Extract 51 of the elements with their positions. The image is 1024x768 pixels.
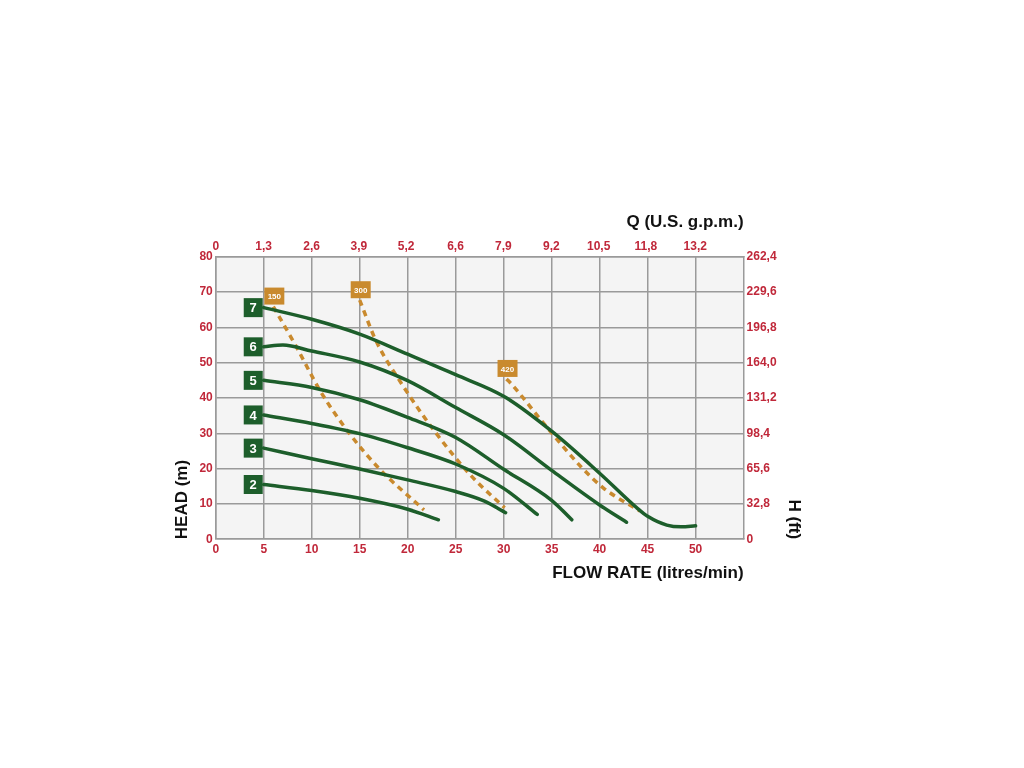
x-tick-label: 10	[305, 541, 319, 556]
x-tick-label: 40	[592, 541, 607, 556]
y-tick-label: 20	[199, 460, 214, 475]
x2-tick-label: 10,5	[586, 238, 611, 253]
x2-axis-title: Q (U.S. g.p.m.)	[626, 211, 744, 231]
series-label: 420	[500, 364, 515, 374]
x-tick-label: 30	[496, 541, 511, 556]
series-label: 3	[249, 440, 257, 456]
y2-tick-label: 196,8	[746, 319, 777, 334]
x-tick-label: 20	[401, 541, 415, 556]
x2-tick-label: 11,8	[634, 238, 658, 253]
x2-tick-label: 6,6	[447, 238, 465, 253]
x-tick-label: 50	[688, 541, 703, 556]
x2-tick-label: 9,2	[543, 238, 561, 253]
x-tick-label: 5	[260, 541, 268, 556]
y2-tick-label: 131,2	[746, 390, 777, 405]
series-label: 2	[249, 477, 257, 493]
y-tick-label: 0	[206, 531, 214, 546]
series-label: 4	[249, 407, 258, 423]
y-axis-title: HEAD (m)	[171, 459, 191, 540]
y-tick-label: 40	[199, 390, 214, 405]
y2-tick-label: 164,0	[746, 355, 777, 370]
series-label: 300	[354, 285, 368, 295]
y2-tick-label: 262,4	[746, 249, 777, 264]
x2-tick-label: 7,9	[495, 238, 513, 253]
x2-tick-label: 1,3	[255, 238, 273, 253]
y-tick-label: 30	[199, 425, 214, 440]
y2-axis-title: H (ft)	[785, 499, 805, 540]
y-tick-label: 50	[199, 355, 214, 370]
x2-tick-label: 5,2	[397, 238, 415, 253]
x-axis-title: FLOW RATE (litres/min)	[552, 563, 744, 583]
y2-tick-label: 65,6	[746, 460, 771, 475]
x-tick-label: 35	[544, 541, 559, 556]
y-tick-label: 80	[199, 249, 214, 264]
y2-tick-label: 32,8	[746, 496, 771, 511]
series-label: 6	[249, 339, 257, 355]
x2-tick-label: 3,9	[350, 238, 368, 253]
x-tick-label: 15	[353, 541, 367, 556]
y2-tick-label: 0	[746, 531, 754, 546]
x2-tick-label: 13,2	[683, 238, 708, 253]
series-label: 150	[267, 292, 282, 302]
y2-tick-label: 229,6	[746, 284, 777, 299]
y-tick-label: 70	[199, 284, 214, 299]
x-tick-label: 25	[448, 541, 463, 556]
y-tick-label: 10	[199, 496, 214, 511]
y2-tick-label: 98,4	[746, 425, 771, 440]
y-tick-label: 60	[199, 319, 214, 334]
x-tick-label: 45	[640, 541, 655, 556]
series-label: 7	[249, 300, 257, 316]
series-label: 5	[249, 372, 257, 388]
x2-tick-label: 2,6	[303, 238, 321, 253]
